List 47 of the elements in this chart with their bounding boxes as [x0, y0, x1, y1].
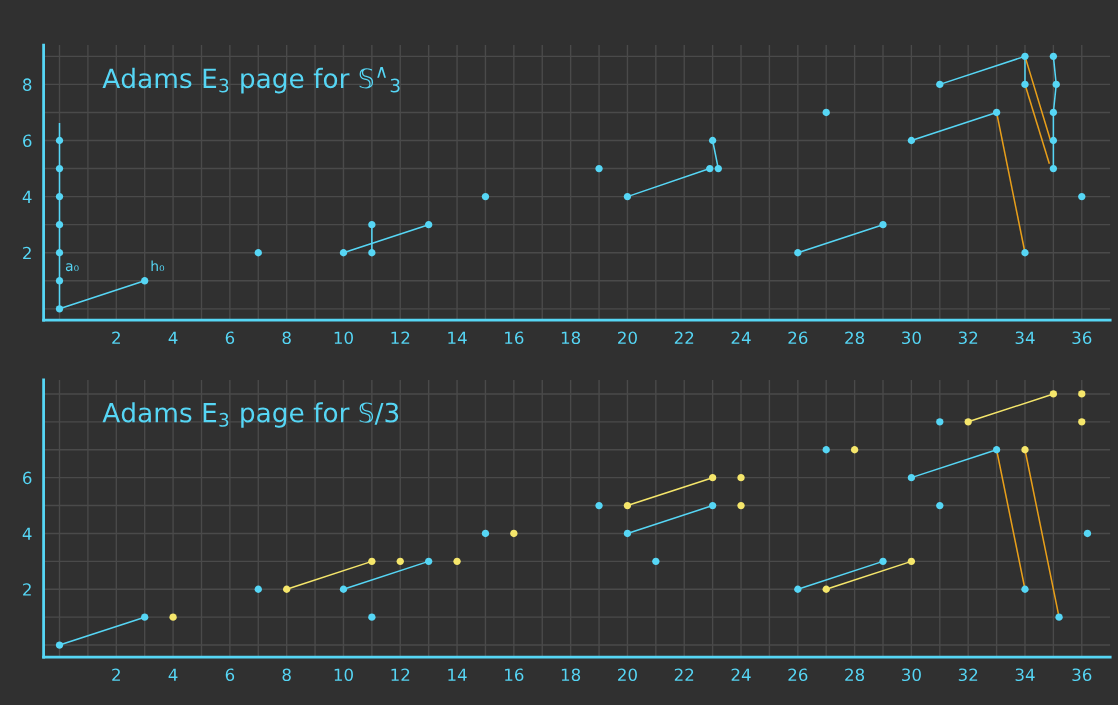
x-tick-label: 30 [902, 331, 921, 345]
y-tick-label: 6 [23, 134, 32, 148]
x-tick-label: 20 [618, 331, 637, 345]
x-tick-label: 8 [282, 331, 291, 345]
x-tick-label: 6 [225, 668, 235, 682]
x-tick-label: 20 [618, 668, 637, 682]
x-tick-label: 10 [334, 331, 353, 345]
x-tick-label: 8 [282, 668, 291, 682]
x-tick-label: 16 [505, 668, 524, 682]
x-tick-label: 18 [561, 668, 581, 682]
text: Adams E$_{3}$ page for 𝕊/3 [102, 402, 399, 428]
y-tick-label: 6 [23, 471, 32, 485]
x-tick-label: 30 [902, 668, 921, 682]
x-tick-label: 14 [448, 331, 467, 344]
x-tick-label: 32 [958, 668, 978, 682]
y-tick-label: 2 [23, 246, 31, 260]
x-tick-label: 4 [168, 331, 178, 344]
y-tick-label: 2 [23, 583, 31, 596]
x-tick-label: 16 [505, 331, 524, 345]
y-tick-label: 4 [22, 190, 32, 203]
annotation: a₀ [65, 263, 79, 272]
x-tick-label: 24 [731, 668, 751, 681]
annotation: h₀ [151, 260, 165, 272]
x-tick-label: 26 [788, 331, 808, 345]
x-tick-label: 12 [391, 331, 410, 344]
y-tick-label: 4 [22, 527, 32, 540]
x-tick-label: 22 [674, 331, 694, 344]
x-tick-label: 10 [334, 668, 353, 682]
x-tick-label: 26 [788, 668, 808, 682]
x-tick-label: 34 [1015, 331, 1035, 345]
x-tick-label: 32 [958, 331, 978, 345]
x-tick-label: 24 [731, 331, 751, 344]
x-tick-label: 34 [1015, 668, 1035, 682]
x-tick-label: 2 [112, 668, 120, 681]
x-tick-label: 28 [845, 668, 865, 682]
x-tick-label: 18 [561, 331, 581, 345]
x-tick-label: 28 [845, 331, 865, 345]
text: Adams E$_{3}$ page for 𝕊$^{∧}$$_{3}$ [102, 67, 400, 94]
x-tick-label: 14 [448, 668, 467, 681]
x-tick-label: 12 [391, 668, 410, 681]
x-tick-label: 6 [225, 331, 235, 345]
x-tick-label: 36 [1072, 668, 1092, 682]
x-tick-label: 36 [1072, 331, 1092, 345]
x-tick-label: 2 [112, 331, 120, 344]
x-tick-label: 22 [674, 668, 694, 681]
y-tick-label: 8 [23, 78, 32, 91]
x-tick-label: 4 [168, 668, 178, 681]
